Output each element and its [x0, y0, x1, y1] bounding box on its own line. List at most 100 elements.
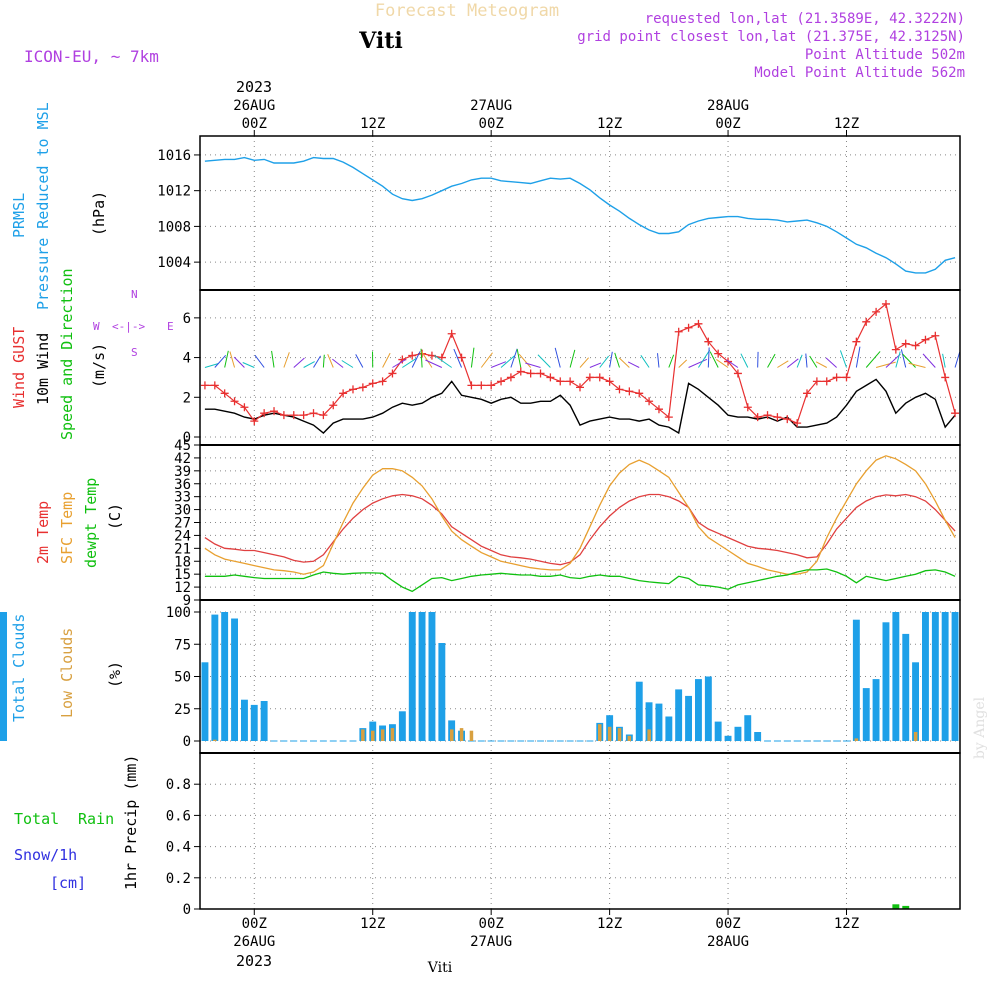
low-cloud-bar [390, 728, 395, 741]
pressure-reduced-label: Pressure Reduced to MSL [34, 102, 52, 310]
temp-2m-label: 2m Temp [34, 501, 52, 564]
wind-direction-arrow [453, 348, 463, 368]
gust-marker [921, 335, 930, 344]
gust-marker [753, 413, 762, 422]
y-tick-label: 1004 [157, 255, 191, 271]
total-cloud-bar [724, 735, 732, 741]
wind-direction-arrow [895, 351, 901, 368]
top-x-tick-label: 00Z [242, 116, 267, 132]
gust-marker [210, 381, 219, 390]
y-tick-label: 12 [174, 580, 191, 596]
y-tick-label: 42 [174, 451, 191, 467]
wind-direction-arrow [825, 357, 837, 368]
temp-labels: 2m Temp SFC Temp dewpt Temp (C) [34, 478, 124, 568]
y-tick-label: 30 [174, 503, 191, 519]
wind-direction-arrow [569, 349, 576, 368]
gust-marker [585, 373, 594, 382]
total-cloud-bar [408, 612, 416, 741]
wind-direction-arrow [698, 349, 711, 368]
gust-marker [279, 411, 288, 420]
y-tick-label: 100 [166, 605, 191, 621]
gust-marker [220, 389, 229, 398]
total-cloud-bar [260, 701, 268, 741]
bottom-x-tick-label: 26AUG [233, 934, 275, 950]
y-tick-label: 0.6 [166, 808, 191, 824]
wind-direction-arrow [500, 355, 515, 368]
gust-marker [348, 385, 357, 394]
wind-direction-arrow [609, 351, 613, 368]
total-cloud-bar [231, 618, 238, 741]
total-cloud-bar [201, 662, 209, 741]
wind-direction-arrow [668, 354, 675, 368]
wind-direction-arrow [510, 348, 518, 368]
gust-marker [566, 377, 575, 386]
compass-arrow: <-|-> [112, 320, 145, 333]
low-cloud-bar [913, 732, 918, 741]
gust-marker [832, 373, 841, 382]
gust-marker [319, 411, 328, 420]
wind-direction-arrow [480, 352, 493, 368]
gust-marker [773, 413, 782, 422]
gust-marker [733, 369, 742, 378]
gust-marker [941, 373, 950, 382]
wind-direction-arrow [434, 354, 452, 368]
wind-direction-arrow [392, 358, 407, 368]
gust-marker [862, 317, 871, 326]
y-tick-label: 21 [174, 541, 191, 557]
model-altitude: Model Point Altitude 562m [754, 65, 965, 81]
gust-marker [487, 381, 496, 390]
wind-direction-arrow [341, 360, 354, 368]
wind-direction-arrow [327, 354, 334, 368]
grid-point-coords: grid point closest lon,lat (21.375E, 42.… [577, 29, 965, 45]
point-altitude: Point Altitude 502m [805, 47, 965, 63]
gust-marker [200, 381, 209, 390]
y-tick-label: 1008 [157, 219, 191, 235]
low-cloud-bar [617, 728, 622, 741]
gust-marker [625, 387, 634, 396]
compass-rose: N S W E <-|-> [93, 288, 174, 359]
wind-direction-arrow [815, 361, 827, 368]
gust-marker [576, 383, 584, 392]
total-cloud-bar [931, 612, 939, 741]
gust-marker [684, 323, 693, 332]
wind-direction-arrow [786, 358, 799, 368]
clouds-unit: (%) [106, 661, 124, 688]
wind-direction-arrow [518, 353, 532, 368]
total-cloud-bar [714, 721, 722, 741]
plots: 1004100810121016024691215182124273033363… [0, 98, 961, 950]
wind-direction-arrow [726, 359, 739, 368]
total-cloud-bar [655, 703, 663, 741]
bottom-x-tick-label: 12Z [597, 916, 622, 932]
total-cloud-bar [221, 612, 229, 741]
wind-direction-arrow [777, 360, 789, 368]
wind-direction-arrow [855, 346, 861, 368]
bottom-x-tick-label: 00Z [242, 916, 267, 932]
gust-marker [812, 377, 821, 386]
wind-direction-arrow [411, 351, 421, 368]
wind-direction-arrow [283, 352, 290, 368]
gust-marker [467, 381, 476, 390]
wind-direction-arrow [470, 347, 475, 368]
low-clouds-label: Low Clouds [58, 628, 76, 718]
top-x-tick-label: 00Z [479, 116, 504, 132]
wind-direction-arrow [678, 359, 688, 368]
low-cloud-bar [854, 738, 859, 741]
wind-direction-arrow [271, 350, 275, 368]
total-cloud-bar [635, 681, 643, 741]
gust-marker [674, 327, 683, 336]
compass-east: E [167, 320, 174, 333]
total-cloud-bar [922, 612, 929, 741]
cloud-labels: Total Clouds Low Clouds (%) [10, 614, 124, 722]
wind-direction-arrow [402, 358, 417, 368]
y-tick-label: 9 [183, 593, 191, 609]
wind-direction-arrow [293, 357, 305, 368]
gust-marker [822, 377, 831, 386]
y-tick-label: 18 [174, 554, 191, 570]
total-cloud-bar [882, 622, 890, 741]
gust-marker [447, 329, 456, 338]
wind-direction-arrow [875, 361, 896, 368]
gust-marker [250, 417, 259, 426]
wind-direction-arrow [421, 351, 433, 368]
y-tick-label: 33 [174, 490, 191, 506]
snow-label: Snow/1h [14, 846, 77, 864]
